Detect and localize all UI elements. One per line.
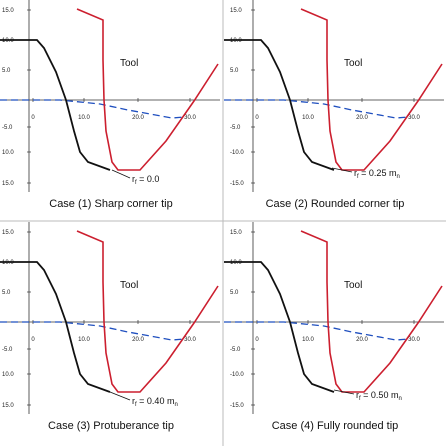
y-tick-label: 10.0: [2, 372, 14, 378]
trochoid-dash-line: [224, 99, 410, 119]
radius-label: rf = 0.40 mn: [132, 396, 178, 408]
y-tick-label: 15.0: [230, 230, 242, 236]
panel-caption: Case (1) Sharp corner tip: [49, 198, 173, 210]
radius-value: = 0.25: [359, 168, 387, 178]
y-tick-label: 15.0: [2, 181, 14, 187]
trochoid-dash-line: [224, 321, 410, 341]
y-tick-label: -5.0: [2, 347, 13, 353]
y-tick-label: -5.0: [230, 347, 241, 353]
y-tick-label: -5.0: [230, 125, 241, 131]
radius-arrow: [109, 391, 131, 401]
radius-value: = 0.50: [361, 390, 389, 400]
y-tick-label: 5.0: [230, 68, 239, 74]
y-tick-label: 5.0: [230, 290, 239, 296]
x-tick-label: 30.0: [408, 115, 420, 121]
y-tick-label: 15.0: [230, 8, 242, 14]
y-tick-label: -15.0: [230, 403, 244, 409]
y-tick-label: -10.0: [230, 150, 244, 156]
x-tick-label: 20.0: [356, 337, 368, 343]
radius-unit-subscript: n: [398, 396, 401, 402]
x-tick-label: 0: [31, 115, 35, 121]
radius-unit-subscript: n: [396, 174, 399, 180]
y-tick-label: 10.0: [2, 260, 14, 266]
x-tick-label: 10.0: [78, 115, 90, 121]
y-tick-label: 15.0: [2, 8, 14, 14]
y-tick-label: 10.0: [2, 150, 14, 156]
tool-label: Tool: [344, 58, 362, 69]
y-tick-label: 15.0: [2, 230, 14, 236]
radius-label: rf = 0.25 mn: [354, 168, 400, 180]
panel-4: 15.0 10.0 5.0 -5.0 -10.0 -15.0 0 10.0 20.0 30.0 To…: [224, 222, 444, 432]
generated-profile-curve: [224, 39, 335, 171]
panel-caption: Case (3) Protuberance tip: [48, 420, 174, 432]
tool-profile-line: [76, 8, 219, 171]
panel-caption: Case (4) Fully rounded tip: [272, 420, 399, 432]
y-tick-label: 10.0: [230, 260, 242, 266]
x-tick-label: 10.0: [302, 115, 314, 121]
radius-label: rf = 0.50 mn: [356, 390, 402, 402]
trochoid-dash-line: [0, 99, 186, 119]
x-tick-label: 30.0: [184, 115, 196, 121]
y-tick-label: 5.0: [2, 68, 11, 74]
generated-profile-curve: [224, 261, 335, 393]
y-tick-label: 5.0: [2, 290, 11, 296]
tool-label: Tool: [120, 280, 138, 291]
y-tick-label: -15.0: [230, 181, 244, 187]
x-tick-label: 20.0: [132, 115, 144, 121]
x-tick-label: 0: [255, 337, 259, 343]
radius-unit: m: [386, 168, 396, 178]
x-tick-label: 0: [255, 115, 259, 121]
x-tick-label: 0: [31, 337, 35, 343]
x-tick-label: 30.0: [408, 337, 420, 343]
radius-arrow: [333, 389, 355, 395]
y-tick-label: -5.0: [2, 125, 13, 131]
radius-symbol: r: [356, 390, 359, 400]
radius-subscript: f: [357, 174, 359, 180]
tool-profile-line: [300, 8, 443, 171]
generated-profile-curve: [0, 39, 111, 171]
panel-3: 15.0 10.0 5.0 -5.0 10.0 15.0 0 10.0 20.0 30.0 Tool…: [0, 222, 220, 432]
panel-2: 15.0 10.0 5.0 -5.0 -10.0 -15.0 0 10.0 20.0 30.0 To…: [224, 0, 444, 210]
trochoid-dash-line: [0, 321, 186, 341]
tool-profile-line: [76, 230, 219, 393]
x-tick-label: 20.0: [132, 337, 144, 343]
y-tick-label: 10.0: [2, 38, 14, 44]
tool-label: Tool: [344, 280, 362, 291]
x-tick-label: 20.0: [356, 115, 368, 121]
radius-unit-subscript: n: [174, 402, 177, 408]
generated-profile-curve: [0, 261, 111, 393]
radius-subscript: f: [135, 402, 137, 408]
radius-subscript: f: [135, 180, 137, 186]
radius-value: = 0.40: [137, 396, 165, 406]
y-tick-label: 15.0: [2, 403, 14, 409]
tool-profile-line: [300, 230, 443, 393]
panel-1: 15.0 10.0 5.0 -5.0 10.0 15.0 0 10.0 20.0 30.0 Tool…: [0, 0, 220, 210]
radius-value: = 0.0: [137, 174, 160, 184]
x-tick-label: 10.0: [78, 337, 90, 343]
panel-caption: Case (2) Rounded corner tip: [266, 198, 405, 210]
x-tick-label: 30.0: [184, 337, 196, 343]
x-tick-label: 10.0: [302, 337, 314, 343]
radius-symbol: r: [354, 168, 357, 178]
radius-symbol: r: [132, 396, 135, 406]
y-tick-label: 10.0: [230, 38, 242, 44]
radius-arrow: [331, 167, 353, 173]
radius-symbol: r: [132, 174, 135, 184]
radius-unit: m: [164, 396, 174, 406]
radius-unit: m: [388, 390, 398, 400]
radius-arrow: [111, 169, 131, 179]
radius-subscript: f: [359, 396, 361, 402]
y-tick-label: -10.0: [230, 372, 244, 378]
radius-label: rf = 0.0: [132, 174, 159, 186]
tool-label: Tool: [120, 58, 138, 69]
